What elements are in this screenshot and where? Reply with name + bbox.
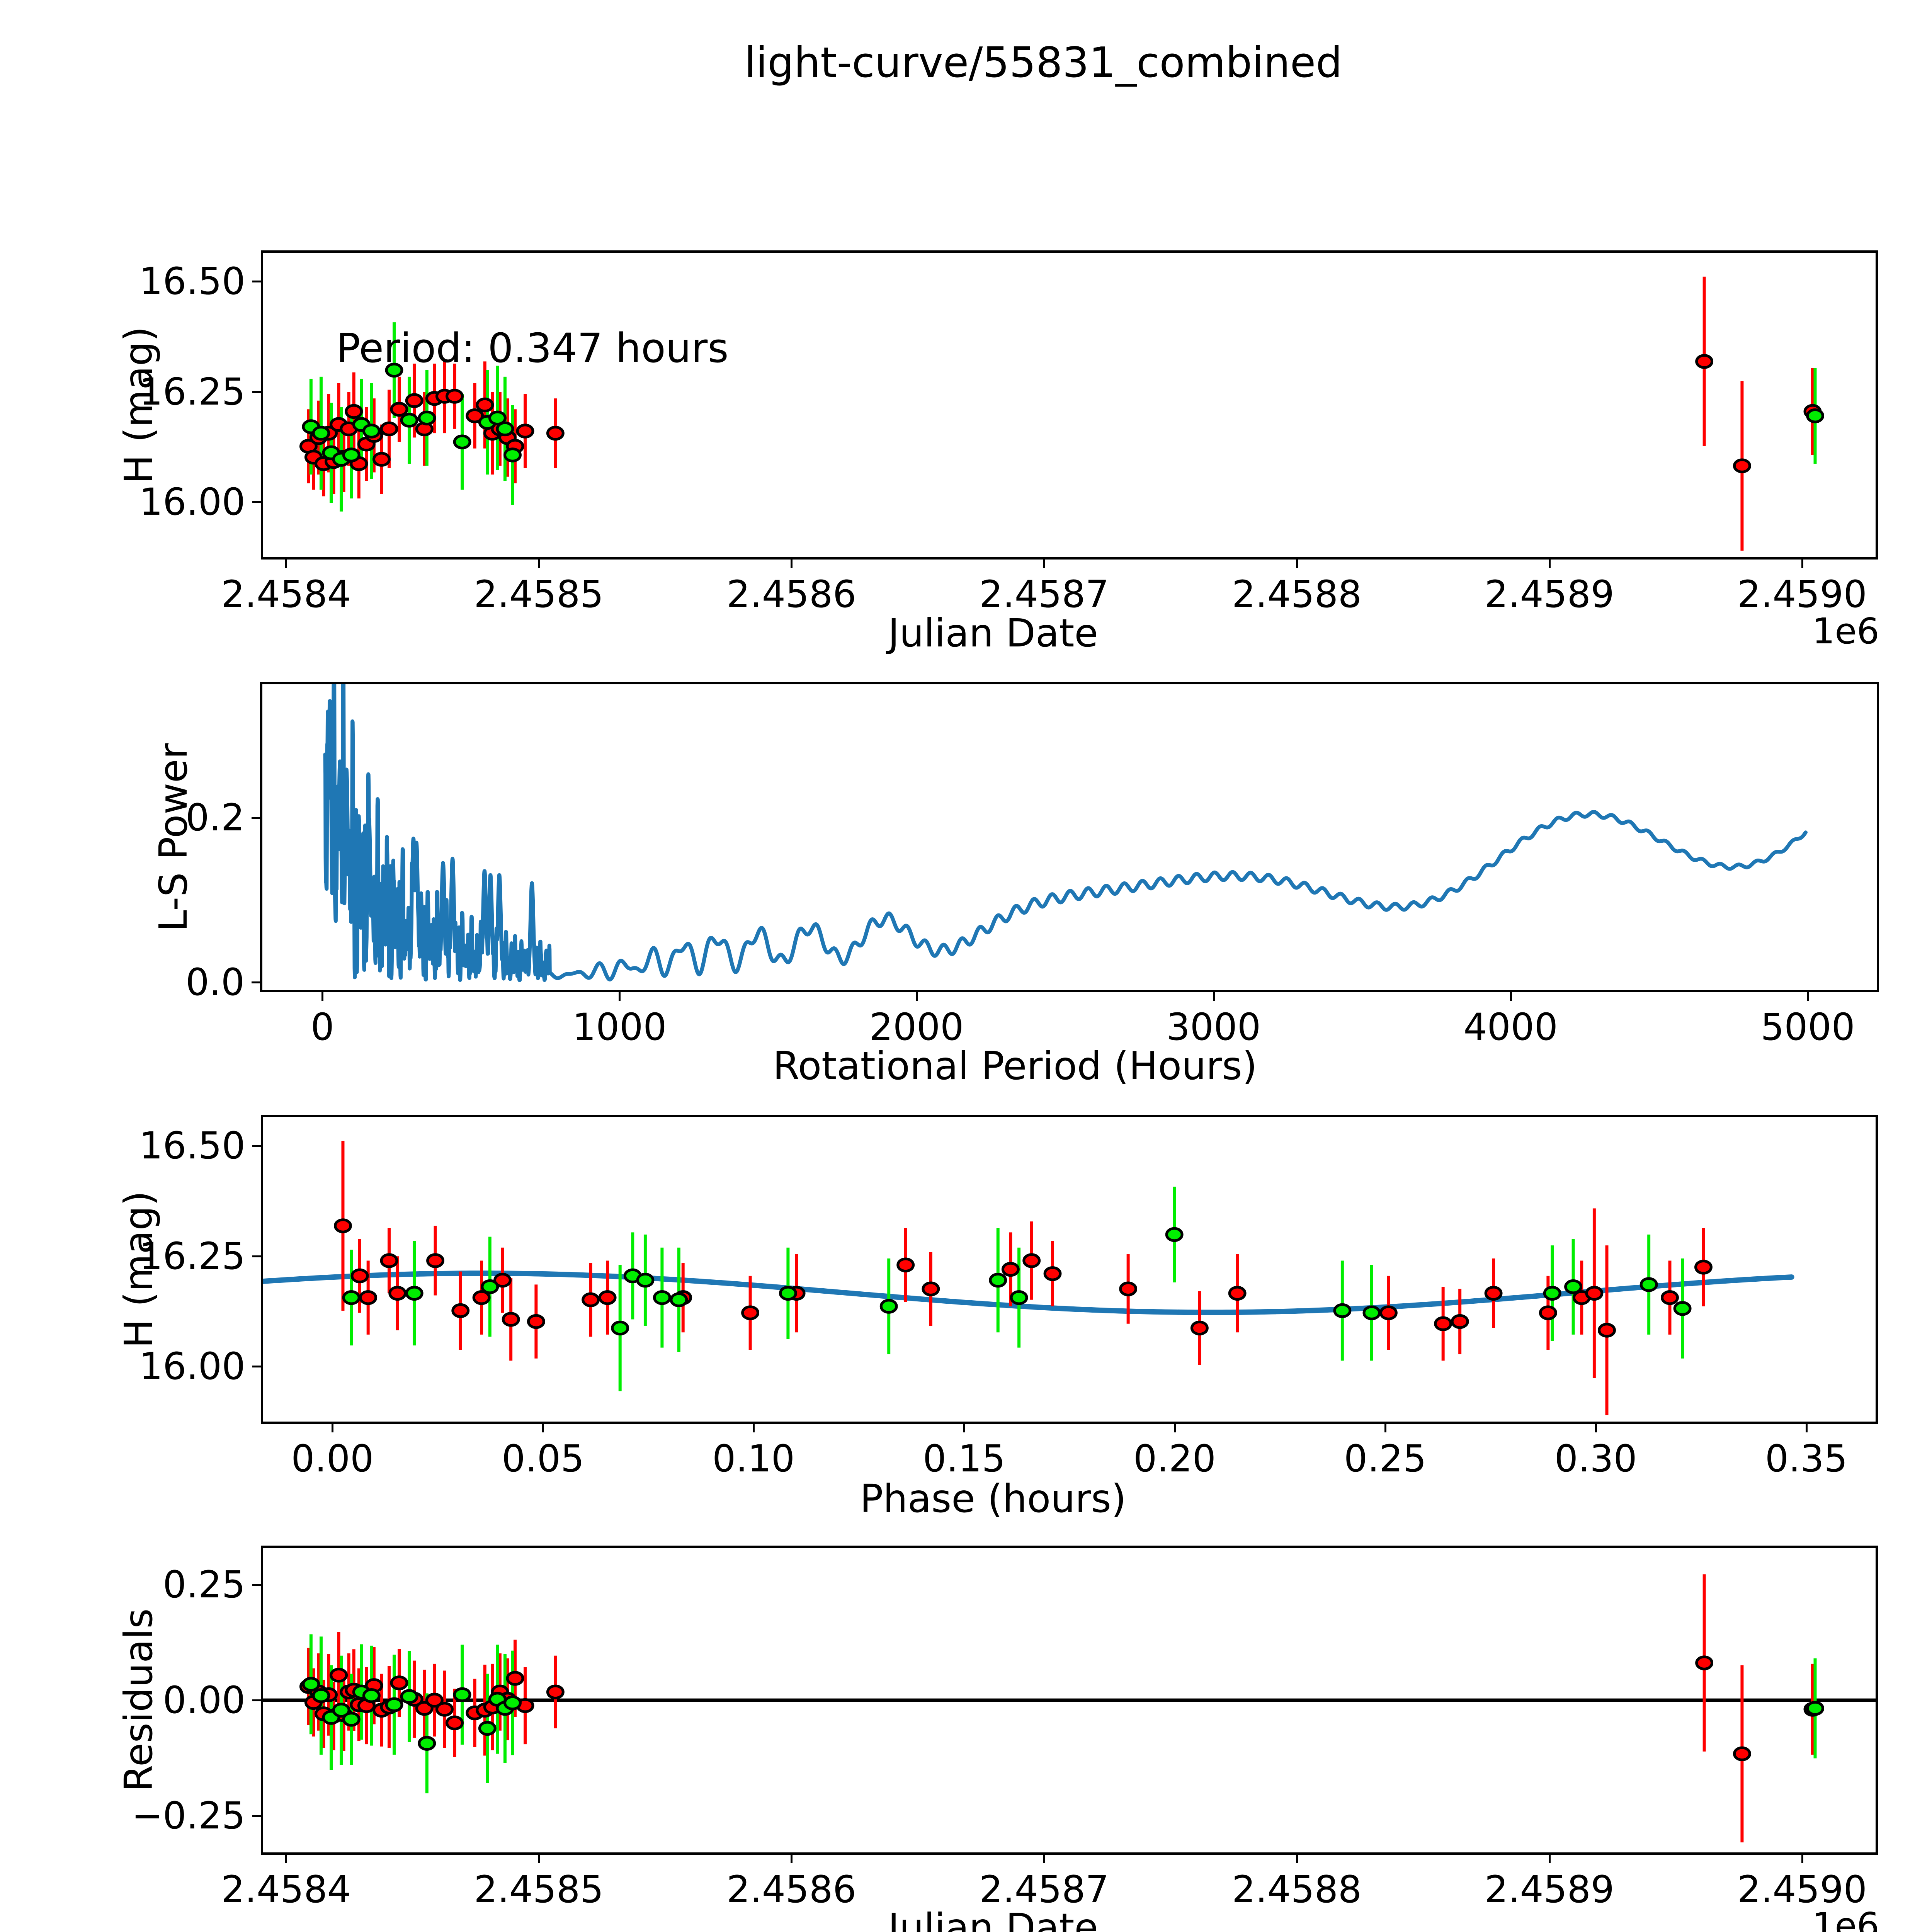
x-tick-mark — [1801, 560, 1803, 568]
x-tick-label: 1000 — [572, 1005, 667, 1049]
x-tick-label: 2000 — [869, 1005, 964, 1049]
xoffset-residuals: 1e6 — [1812, 1905, 1879, 1932]
x-tick-label: 2.4584 — [221, 1868, 351, 1911]
x-tick-label: 2.4586 — [726, 573, 857, 616]
panel-periodogram-plot-area — [262, 684, 1877, 990]
y-tick-mark — [252, 981, 260, 984]
y-tick-mark — [252, 1815, 261, 1817]
x-tick-label: 0.05 — [502, 1437, 585, 1480]
x-tick-mark — [791, 560, 793, 568]
panel-phasefold — [261, 1115, 1878, 1424]
panel-lightcurve-plot-area — [263, 253, 1876, 557]
phasefold-canvas — [263, 1141, 1794, 1415]
x-tick-label: 2.4588 — [1232, 1868, 1362, 1911]
x-tick-mark — [1801, 1855, 1803, 1863]
y-tick-mark — [252, 281, 261, 282]
x-tick-mark — [1213, 992, 1215, 1001]
x-tick-mark — [753, 1424, 755, 1432]
x-tick-mark — [1043, 560, 1046, 568]
x-tick-label: 0.35 — [1765, 1437, 1848, 1480]
x-tick-mark — [1384, 1424, 1386, 1432]
x-tick-label: 0.15 — [923, 1437, 1005, 1480]
y-tick-label: 16.00 — [139, 480, 245, 524]
y-tick-label: 16.00 — [139, 1345, 245, 1388]
x-tick-label: 2.4587 — [979, 573, 1109, 616]
x-tick-mark — [1548, 560, 1551, 568]
xoffset-lightcurve: 1e6 — [1812, 611, 1879, 652]
periodogram-canvas — [323, 684, 1808, 982]
x-tick-label: 2.4585 — [474, 573, 604, 616]
y-tick-label: 16.25 — [139, 370, 245, 413]
y-tick-mark — [252, 1699, 261, 1701]
y-tick-mark — [252, 501, 261, 503]
panel-lightcurve — [261, 250, 1878, 560]
x-tick-label: 2.4590 — [1737, 1868, 1867, 1911]
y-tick-label: −0.25 — [131, 1794, 245, 1837]
panel-periodogram — [260, 682, 1879, 992]
x-tick-label: 0.00 — [291, 1437, 374, 1480]
x-tick-mark — [791, 1855, 793, 1863]
x-tick-label: 0.20 — [1133, 1437, 1216, 1480]
x-tick-label: 0.10 — [712, 1437, 795, 1480]
y-tick-label: 16.50 — [139, 260, 245, 303]
x-tick-mark — [1510, 992, 1512, 1001]
y-tick-mark — [252, 391, 261, 393]
period-annotation: Period: 0.347 hours — [336, 325, 729, 372]
x-tick-label: 2.4588 — [1232, 573, 1362, 616]
x-tick-mark — [285, 560, 287, 568]
x-tick-mark — [1805, 1424, 1808, 1432]
x-tick-mark — [1296, 1855, 1298, 1863]
panel-phasefold-plot-area — [263, 1117, 1876, 1422]
x-tick-label: 4000 — [1463, 1005, 1558, 1049]
x-tick-label: 3000 — [1166, 1005, 1261, 1049]
x-tick-mark — [1595, 1424, 1597, 1432]
panel-residuals — [261, 1546, 1878, 1855]
x-tick-mark — [538, 1855, 540, 1863]
x-tick-label: 2.4585 — [474, 1868, 604, 1911]
residuals-canvas — [263, 1574, 1876, 1843]
x-tick-mark — [538, 560, 540, 568]
y-tick-mark — [252, 817, 260, 819]
y-tick-label: 0.00 — [163, 1679, 245, 1722]
y-tick-label: 0.2 — [185, 796, 245, 840]
x-tick-mark — [542, 1424, 544, 1432]
x-tick-label: 0.25 — [1344, 1437, 1427, 1480]
x-tick-mark — [1548, 1855, 1551, 1863]
x-tick-label: 2.4590 — [1737, 573, 1867, 616]
xlabel-residuals: Julian Date — [888, 1905, 1098, 1932]
x-tick-mark — [1296, 560, 1298, 568]
xlabel-phasefold: Phase (hours) — [860, 1476, 1126, 1521]
x-tick-mark — [285, 1855, 287, 1863]
y-tick-mark — [252, 1145, 261, 1147]
y-tick-mark — [252, 1366, 261, 1368]
y-tick-mark — [252, 1255, 261, 1257]
lightcurve-canvas — [299, 276, 1824, 551]
x-tick-label: 0 — [310, 1005, 334, 1049]
x-tick-label: 2.4584 — [221, 573, 351, 616]
x-tick-mark — [619, 992, 621, 1001]
x-tick-mark — [1043, 1855, 1046, 1863]
y-tick-label: 16.50 — [139, 1124, 245, 1167]
y-tick-label: 0.25 — [163, 1563, 245, 1607]
y-tick-label: 16.25 — [139, 1234, 245, 1278]
x-tick-label: 2.4586 — [726, 1868, 857, 1911]
panel-residuals-plot-area — [263, 1548, 1876, 1852]
xlabel-lightcurve: Julian Date — [888, 611, 1098, 656]
x-tick-label: 2.4589 — [1484, 573, 1614, 616]
x-tick-label: 2.4589 — [1484, 1868, 1614, 1911]
x-tick-mark — [321, 992, 324, 1001]
y-tick-label: 0.0 — [185, 961, 245, 1004]
x-tick-mark — [1807, 992, 1809, 1001]
x-tick-mark — [963, 1424, 966, 1432]
x-tick-mark — [1173, 1424, 1176, 1432]
figure-title: light-curve/55831_combined — [744, 39, 1342, 87]
x-tick-mark — [916, 992, 918, 1001]
y-tick-mark — [252, 1584, 261, 1586]
x-tick-mark — [332, 1424, 334, 1432]
x-tick-label: 5000 — [1760, 1005, 1855, 1049]
x-tick-label: 0.30 — [1554, 1437, 1637, 1480]
x-tick-label: 2.4587 — [979, 1868, 1109, 1911]
xlabel-periodogram: Rotational Period (Hours) — [773, 1043, 1257, 1088]
